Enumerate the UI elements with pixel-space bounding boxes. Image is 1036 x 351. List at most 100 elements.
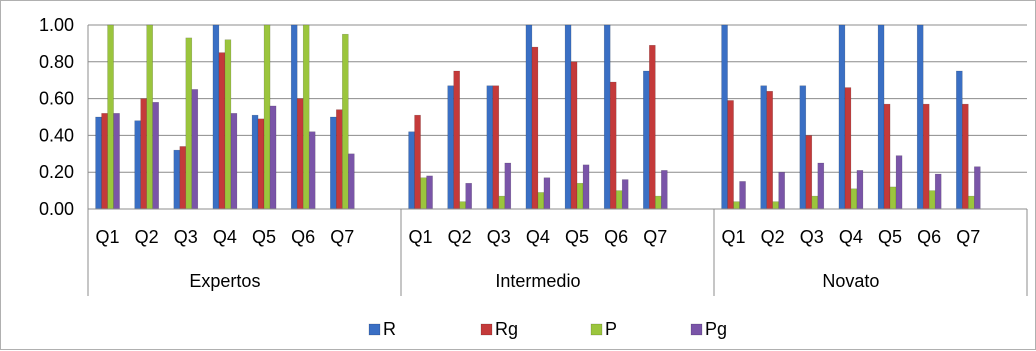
bar-P-Novato-Q4 xyxy=(850,188,858,210)
x-category-label: Q7 xyxy=(330,227,354,247)
bar-R-Novato-Q1 xyxy=(721,24,728,210)
bar-P-Intermedio-Q6 xyxy=(615,190,623,210)
bar-Rg-Novato-Q5 xyxy=(883,103,891,210)
bar-P-Expertos-Q5 xyxy=(263,24,271,210)
bar-R-Intermedio-Q1 xyxy=(408,131,415,210)
bar-Rg-Novato-Q3 xyxy=(805,135,813,210)
x-category-label: Q4 xyxy=(526,227,550,247)
x-category-label: Q7 xyxy=(956,227,980,247)
bar-Rg-Intermedio-Q6 xyxy=(609,81,617,210)
x-category-label: Q2 xyxy=(761,227,785,247)
axes xyxy=(87,25,1028,296)
group-label: Intermedio xyxy=(495,271,580,291)
bar-P-Intermedio-Q5 xyxy=(576,182,584,210)
bar-R-Expertos-Q7 xyxy=(330,116,337,210)
bar-R-Intermedio-Q4 xyxy=(525,24,533,210)
bar-Rg-Expertos-Q3 xyxy=(179,146,187,210)
y-tick-label: 0.80 xyxy=(39,52,74,72)
bar-P-Intermedio-Q2 xyxy=(459,201,466,210)
bar-R-Novato-Q3 xyxy=(799,85,807,210)
bar-Rg-Intermedio-Q5 xyxy=(570,61,578,210)
bar-P-Intermedio-Q4 xyxy=(537,192,545,210)
bar-Rg-Intermedio-Q2 xyxy=(453,70,460,210)
bar-R-Expertos-Q3 xyxy=(173,149,181,210)
bar-Pg-Expertos-Q5 xyxy=(269,105,277,210)
x-category-label: Q1 xyxy=(96,227,120,247)
bar-P-Expertos-Q4 xyxy=(224,39,232,210)
bar-Pg-Intermedio-Q6 xyxy=(621,179,629,210)
bar-Pg-Expertos-Q3 xyxy=(191,89,199,210)
bar-Pg-Intermedio-Q5 xyxy=(582,164,590,210)
bar-R-Intermedio-Q2 xyxy=(447,85,454,210)
y-tick-label: 0.40 xyxy=(39,125,74,145)
bar-R-Intermedio-Q7 xyxy=(643,70,650,210)
bar-Rg-Novato-Q1 xyxy=(727,100,734,210)
x-category-label: Q5 xyxy=(878,227,902,247)
x-category-label: Q3 xyxy=(487,227,511,247)
x-category-label: Q2 xyxy=(448,227,472,247)
bar-P-Novato-Q6 xyxy=(928,190,936,210)
legend-label: Rg xyxy=(495,319,518,339)
bar-R-Novato-Q2 xyxy=(760,85,767,210)
bar-Rg-Expertos-Q5 xyxy=(257,118,265,210)
bars xyxy=(95,24,981,210)
bar-Rg-Expertos-Q2 xyxy=(140,98,147,210)
legend-label: R xyxy=(383,319,396,339)
legend-swatch-P xyxy=(590,323,603,336)
bar-Rg-Intermedio-Q4 xyxy=(531,46,539,210)
bar-R-Intermedio-Q6 xyxy=(603,24,611,210)
y-tick-label: 0.60 xyxy=(39,89,74,109)
x-category-label: Q5 xyxy=(252,227,276,247)
legend-swatch-R xyxy=(368,323,381,336)
y-tick-label: 0.20 xyxy=(39,162,74,182)
x-category-label: Q4 xyxy=(839,227,863,247)
bar-Pg-Intermedio-Q7 xyxy=(661,170,668,210)
bar-R-Expertos-Q4 xyxy=(212,24,220,210)
bar-Rg-Intermedio-Q3 xyxy=(492,85,500,210)
bar-R-Novato-Q4 xyxy=(838,24,846,210)
bar-Pg-Intermedio-Q4 xyxy=(543,177,551,210)
group-label: Novato xyxy=(822,271,879,291)
bar-Pg-Novato-Q5 xyxy=(895,155,903,210)
bar-Rg-Expertos-Q6 xyxy=(296,98,304,210)
bar-P-Novato-Q1 xyxy=(733,201,740,210)
bar-R-Expertos-Q5 xyxy=(251,114,259,210)
bar-R-Intermedio-Q5 xyxy=(564,24,572,210)
bar-Rg-Expertos-Q1 xyxy=(101,113,108,210)
bar-Rg-Novato-Q7 xyxy=(962,103,969,210)
bar-R-Expertos-Q6 xyxy=(290,24,298,210)
bar-Pg-Intermedio-Q1 xyxy=(426,175,433,210)
x-category-label: Q6 xyxy=(917,227,941,247)
gridlines xyxy=(88,24,1027,173)
bar-P-Intermedio-Q3 xyxy=(498,195,506,210)
bar-R-Intermedio-Q3 xyxy=(486,85,494,210)
legend-label: P xyxy=(605,319,617,339)
bar-Rg-Expertos-Q7 xyxy=(336,109,343,210)
x-category-label: Q7 xyxy=(643,227,667,247)
x-category-label: Q4 xyxy=(213,227,237,247)
legend-swatch-Rg xyxy=(480,323,493,336)
bar-P-Expertos-Q3 xyxy=(185,37,193,210)
bar-Pg-Novato-Q6 xyxy=(934,173,942,210)
bar-P-Novato-Q7 xyxy=(968,195,975,210)
bar-P-Expertos-Q7 xyxy=(342,33,349,210)
bar-Pg-Intermedio-Q3 xyxy=(504,162,512,210)
bar-Rg-Novato-Q6 xyxy=(922,103,930,210)
bar-R-Expertos-Q1 xyxy=(95,116,102,210)
x-category-label: Q1 xyxy=(409,227,433,247)
bar-R-Novato-Q6 xyxy=(916,24,924,210)
legend: R Rg P Pg xyxy=(368,319,727,339)
x-category-label: Q1 xyxy=(722,227,746,247)
x-category-label: Q6 xyxy=(604,227,628,247)
bar-P-Expertos-Q6 xyxy=(302,24,310,210)
group-label: Expertos xyxy=(189,271,260,291)
bar-P-Novato-Q3 xyxy=(811,195,819,210)
legend-swatch-Pg xyxy=(690,323,703,336)
bar-Rg-Novato-Q4 xyxy=(844,87,852,210)
bar-Pg-Expertos-Q6 xyxy=(308,131,316,210)
bar-Pg-Novato-Q7 xyxy=(974,166,981,210)
bar-Rg-Expertos-Q4 xyxy=(218,52,226,210)
bar-Pg-Expertos-Q7 xyxy=(348,153,355,210)
